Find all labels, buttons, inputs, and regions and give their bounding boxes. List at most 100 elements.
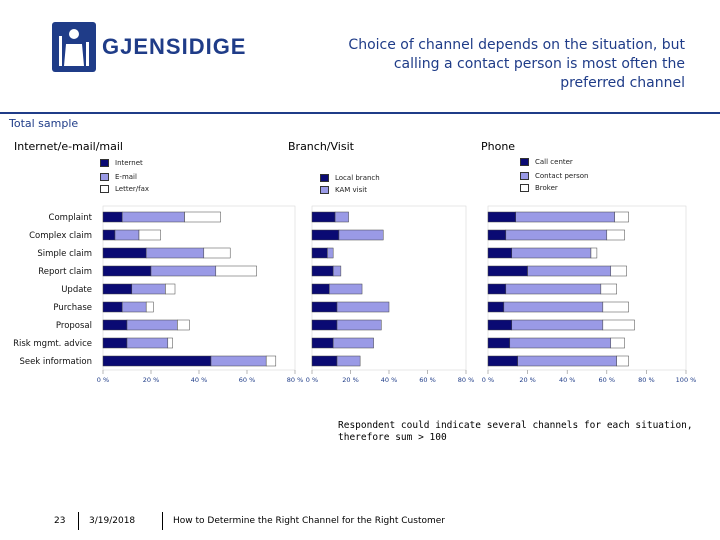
- legend-item: Call center: [520, 158, 573, 166]
- category-label: Complaint: [49, 213, 93, 223]
- bar-segment: [311, 211, 336, 223]
- bar-segment: [503, 301, 604, 313]
- footnote-line: therefore sum > 100: [338, 432, 447, 443]
- x-tick-label: 20 %: [519, 376, 536, 384]
- bar-segment: [210, 355, 267, 367]
- bar-segment: [610, 265, 627, 277]
- legend-item: Letter/fax: [100, 185, 149, 193]
- bar-segment: [602, 319, 635, 331]
- bar-segment: [336, 301, 390, 313]
- footer-divider: [78, 512, 79, 530]
- bar-segment: [487, 283, 507, 295]
- legend-item: KAM visit: [320, 186, 367, 194]
- category-label: Purchase: [53, 303, 92, 313]
- bar-segment: [329, 283, 363, 295]
- bar-segment: [138, 229, 161, 241]
- bar-segment: [517, 355, 617, 367]
- bar-segment: [327, 247, 334, 259]
- swatch-internet: [100, 159, 109, 167]
- bar-segment: [145, 301, 154, 313]
- legend-label: Internet: [115, 159, 143, 167]
- x-tick-label: 80 %: [638, 376, 655, 384]
- x-tick-label: 60 %: [599, 376, 616, 384]
- bar-segment: [126, 337, 169, 349]
- bar-segment: [215, 265, 257, 277]
- footer-title: How to Determine the Right Channel for t…: [173, 516, 445, 526]
- x-tick-label: 40 %: [191, 376, 208, 384]
- bar-segment: [515, 211, 615, 223]
- x-tick-label: 0 %: [482, 376, 494, 384]
- legend-label: KAM visit: [335, 186, 367, 194]
- bar-segment: [102, 355, 212, 367]
- bar-segment: [102, 283, 133, 295]
- page-number: 23: [54, 516, 66, 526]
- x-tick-label: 0 %: [97, 376, 109, 384]
- bar-segment: [487, 247, 513, 259]
- legend-label: E-mail: [115, 173, 137, 181]
- bar-segment: [505, 283, 602, 295]
- swatch-local-branch: [320, 174, 329, 182]
- footnote-line: Respondent could indicate several channe…: [338, 420, 693, 431]
- bar-segment: [311, 283, 330, 295]
- bar-segment: [311, 319, 338, 331]
- x-tick-label: 40 %: [381, 376, 398, 384]
- bar-segment: [121, 301, 147, 313]
- legend-item: E-mail: [100, 173, 137, 181]
- x-tick-label: 60 %: [239, 376, 256, 384]
- bar-segment: [203, 247, 231, 259]
- bar-segment: [311, 301, 338, 313]
- bar-segment: [602, 301, 629, 313]
- bar-segment: [102, 319, 128, 331]
- bar-segment: [336, 319, 382, 331]
- bar-segment: [102, 265, 152, 277]
- legend-label: Contact person: [535, 172, 589, 180]
- category-label: Simple claim: [37, 249, 92, 259]
- bar-segment: [332, 337, 374, 349]
- category-label: Seek information: [19, 357, 92, 367]
- bar-segment: [487, 211, 516, 223]
- bar-segment: [150, 265, 217, 277]
- total-sample-label: Total sample: [9, 117, 79, 130]
- legend-label: Call center: [535, 158, 573, 166]
- bar-segment: [336, 355, 361, 367]
- bar-segment: [600, 283, 617, 295]
- headline-line: Choice of channel depends on the situati…: [348, 37, 685, 53]
- x-tick-label: 0 %: [306, 376, 318, 384]
- logo-wordmark: GJENSIDIGE: [102, 34, 247, 59]
- bar-segment: [165, 283, 176, 295]
- bar-segment: [511, 247, 592, 259]
- headline-line: preferred channel: [560, 75, 685, 91]
- category-label: Risk mgmt. advice: [13, 339, 92, 349]
- bar-segment: [102, 247, 147, 259]
- chart-title-internet: Internet/e-mail/mail: [14, 140, 123, 153]
- bar-segment: [102, 229, 116, 241]
- swatch-contact-person: [520, 172, 529, 180]
- bar-segment: [616, 355, 629, 367]
- bar-segment: [610, 337, 625, 349]
- x-tick-label: 20 %: [342, 376, 359, 384]
- x-tick-label: 40 %: [559, 376, 576, 384]
- bar-segment: [311, 229, 340, 241]
- bar-segment: [332, 265, 342, 277]
- bar-segment: [590, 247, 598, 259]
- category-label: Complex claim: [29, 231, 92, 241]
- swatch-email: [100, 173, 109, 181]
- page-title: Choice of channel depends on the situati…: [245, 36, 685, 93]
- bar-segment: [121, 211, 185, 223]
- bar-segment: [102, 337, 128, 349]
- x-tick-label: 100 %: [676, 376, 697, 384]
- bar-segment: [487, 319, 513, 331]
- footnote: Respondent could indicate several channe…: [338, 420, 708, 444]
- legend-item: Broker: [520, 184, 558, 192]
- legend-label: Broker: [535, 184, 558, 192]
- swatch-call-center: [520, 158, 529, 166]
- chart-title-phone: Phone: [481, 140, 516, 153]
- bar-segment: [265, 355, 277, 367]
- headline-line: calling a contact person is most often t…: [393, 56, 685, 72]
- x-tick-label: 60 %: [419, 376, 436, 384]
- legend-item: Local branch: [320, 174, 380, 182]
- swatch-letter: [100, 185, 109, 193]
- bar-segment: [145, 247, 205, 259]
- x-tick-label: 80 %: [287, 376, 304, 384]
- bar-segment: [527, 265, 612, 277]
